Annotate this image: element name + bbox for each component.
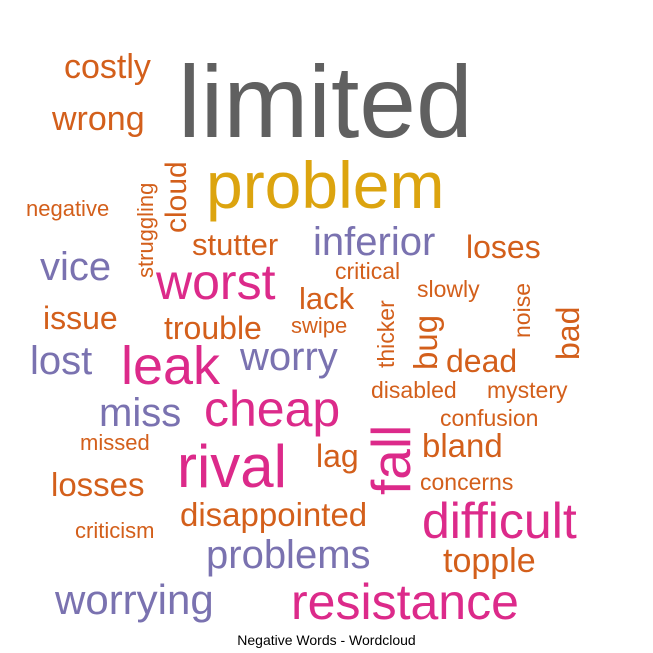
word-loses: loses — [466, 229, 541, 265]
word-leak: leak — [121, 336, 221, 396]
word-problems: problems — [206, 533, 371, 577]
word-cheap: cheap — [204, 381, 340, 437]
word-slowly: slowly — [417, 276, 480, 302]
word-swipe: swipe — [291, 313, 347, 338]
word-wrong: wrong — [51, 100, 145, 138]
word-limited: limited — [178, 45, 473, 159]
word-topple: topple — [443, 542, 536, 580]
word-criticism: criticism — [75, 518, 154, 543]
word-vice: vice — [40, 245, 111, 289]
word-bug: bug — [407, 315, 444, 370]
word-fall: fall — [360, 425, 422, 495]
word-missed: missed — [80, 430, 150, 455]
word-lack: lack — [299, 281, 355, 316]
word-bad: bad — [550, 307, 586, 360]
word-miss: miss — [99, 391, 181, 435]
word-negative: negative — [26, 196, 109, 221]
chart-title: Negative Words - Wordcloud — [237, 632, 416, 648]
word-losses: losses — [51, 466, 145, 503]
word-dead: dead — [446, 343, 517, 379]
word-concerns: concerns — [420, 469, 513, 495]
word-worrying: worrying — [54, 576, 214, 623]
word-mystery: mystery — [487, 377, 568, 403]
word-stutter: stutter — [192, 227, 278, 262]
word-resistance: resistance — [291, 574, 519, 630]
word-disabled: disabled — [371, 377, 457, 403]
word-lag: lag — [316, 438, 359, 474]
word-critical: critical — [335, 258, 400, 284]
word-noise: noise — [509, 283, 535, 338]
word-inferior: inferior — [313, 220, 435, 264]
word-cloud: cloud — [160, 161, 193, 233]
word-thicker: thicker — [373, 300, 399, 368]
word-worry: worry — [239, 335, 338, 379]
word-struggling: struggling — [133, 183, 158, 278]
word-disappointed: disappointed — [180, 496, 367, 533]
word-confusion: confusion — [440, 405, 538, 431]
word-bland: bland — [422, 427, 503, 464]
word-rival: rival — [177, 433, 287, 500]
word-costly: costly — [64, 48, 151, 86]
word-worst: worst — [155, 254, 276, 310]
word-issue: issue — [43, 300, 118, 336]
word-difficult: difficult — [422, 493, 577, 549]
word-problem: problem — [206, 148, 444, 222]
word-lost: lost — [30, 339, 92, 383]
word-trouble: trouble — [164, 310, 262, 346]
